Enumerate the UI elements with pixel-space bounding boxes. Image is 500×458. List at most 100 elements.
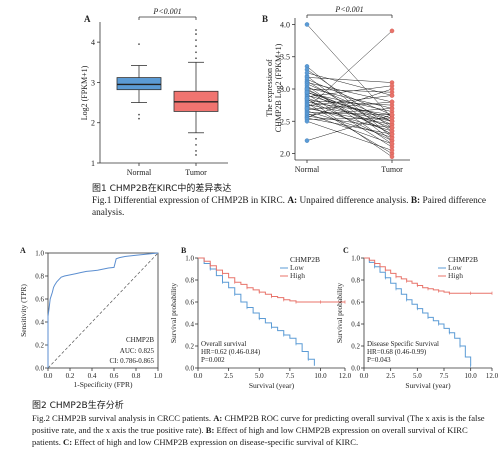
km-y-tick-label: 0.8 bbox=[185, 277, 194, 285]
roc-ci: CI: 0.786-0.865 bbox=[109, 357, 154, 365]
roc-x-tick-label: 0.8 bbox=[132, 372, 141, 380]
fig1-caption-zh: 图1 CHMP2B在KIRC中的差异表达 bbox=[92, 184, 232, 194]
paired-point-tumor bbox=[389, 141, 395, 147]
paired-point-normal bbox=[304, 96, 310, 101]
paired-y-axis-label: CHMP2B Log2 (FPKM+1) bbox=[274, 43, 283, 132]
km-curve-high bbox=[364, 257, 492, 294]
paired-point-tumor bbox=[389, 93, 395, 98]
km-annotation: P=0.002 bbox=[201, 356, 225, 364]
fig1-caption-b-label: B: bbox=[410, 196, 421, 206]
paired-line bbox=[306, 121, 393, 151]
km-x-tick-label: 2.5 bbox=[386, 372, 395, 380]
box-outlier bbox=[195, 137, 197, 140]
km-legend-label: High bbox=[290, 271, 305, 280]
paired-line bbox=[306, 99, 393, 141]
box-outlier bbox=[195, 154, 197, 156]
box-outlier bbox=[195, 29, 197, 31]
roc-y-tick-label: 0.0 bbox=[35, 365, 44, 373]
km-y-tick-label: 0.0 bbox=[351, 365, 360, 373]
km-y-tick-label: 0.0 bbox=[185, 365, 194, 373]
panel-label-1a: A bbox=[84, 14, 91, 24]
paired-line bbox=[306, 82, 393, 103]
box-outlier bbox=[195, 143, 197, 146]
km-x-tick-label: 7.5 bbox=[440, 372, 449, 380]
panel-label-2b: B bbox=[181, 246, 187, 255]
fig2-caption-a-label: A: bbox=[213, 413, 223, 423]
km-y-axis-label: Survival probability bbox=[169, 283, 178, 343]
km-legend-label: High bbox=[448, 271, 463, 280]
km-x-tick-label: 10.0 bbox=[314, 372, 327, 380]
paired-point-normal bbox=[304, 89, 310, 95]
panel-label-2a: A bbox=[20, 246, 26, 255]
km-y-tick-label: 0.4 bbox=[185, 321, 194, 329]
paired-point-tumor bbox=[389, 106, 395, 111]
fig1-caption-prefix: Fig.1 Differential expression of CHMP2B … bbox=[92, 196, 285, 206]
paired-line bbox=[306, 83, 393, 122]
paired-line bbox=[306, 30, 393, 109]
panel-label-1b: B bbox=[262, 14, 268, 24]
roc-y-tick-label: 0.6 bbox=[35, 296, 44, 304]
paired-point-tumor bbox=[389, 112, 395, 118]
box-outlier bbox=[195, 45, 197, 48]
roc-curve bbox=[47, 252, 159, 368]
km-x-axis-label: Survival (year) bbox=[249, 381, 295, 390]
paired-x-tick-label: Normal bbox=[295, 165, 320, 174]
box-y-axis-label: Log2 (FPKM+1) bbox=[80, 65, 89, 120]
fig2-caption-c-label: C: bbox=[63, 437, 73, 447]
box-outlier bbox=[195, 57, 197, 60]
paired-line bbox=[306, 113, 393, 145]
box-outlier bbox=[195, 51, 197, 54]
box-y-tick-label: 1 bbox=[91, 159, 95, 168]
km-y-tick-label: 0.8 bbox=[351, 277, 360, 285]
km-curve-high bbox=[198, 257, 345, 303]
box-y-tick-label: 2 bbox=[91, 119, 95, 128]
paired-line bbox=[306, 115, 393, 128]
km-x-tick-label: 10.0 bbox=[465, 372, 478, 380]
box-outlier bbox=[195, 39, 197, 42]
paired-line bbox=[306, 117, 393, 135]
box-outlier bbox=[195, 150, 197, 152]
fig2-caption-zh: 图2 CHMP2B生存分析 bbox=[32, 401, 124, 411]
km-x-tick-label: 5.0 bbox=[255, 372, 264, 380]
km-legend-title: CHMP2B bbox=[290, 255, 320, 264]
paired-line bbox=[306, 117, 393, 120]
km-annotation: Disease Specific Survival bbox=[367, 340, 439, 348]
km-y-axis-label: Survival probability bbox=[335, 283, 344, 343]
paired-y-axis-label: The expression of bbox=[265, 59, 274, 117]
km-x-tick-label: 0.0 bbox=[360, 372, 369, 380]
paired-point-normal bbox=[304, 119, 310, 124]
km-y-tick-label: 0.2 bbox=[185, 343, 194, 351]
box-outlier bbox=[138, 43, 140, 46]
paired-line bbox=[306, 92, 393, 112]
roc-x-tick-label: 0.2 bbox=[66, 372, 75, 380]
roc-auc: AUC: 0.825 bbox=[120, 347, 155, 355]
fig1-caption-a-label: A: bbox=[287, 196, 298, 206]
paired-point-tumor bbox=[389, 99, 395, 105]
paired-point-tumor bbox=[389, 131, 395, 137]
paired-y-tick-label: 3.5 bbox=[280, 53, 290, 62]
paired-point-tumor bbox=[389, 154, 395, 160]
paired-line bbox=[306, 110, 393, 138]
paired-line bbox=[306, 88, 393, 93]
box-x-tick-label: Normal bbox=[127, 168, 152, 177]
km-x-axis-label: Survival (year) bbox=[405, 381, 451, 390]
roc-y-axis-label: Sensitivity (TPR) bbox=[19, 284, 28, 337]
km-x-tick-label: 12.0 bbox=[339, 372, 352, 380]
roc-x-axis-label: 1-Specificity (FPR) bbox=[74, 380, 133, 389]
km-x-tick-label: 7.5 bbox=[286, 372, 295, 380]
box-pvalue: P<0.001 bbox=[152, 7, 181, 16]
paired-point-tumor bbox=[389, 119, 395, 124]
roc-x-tick-label: 0.0 bbox=[44, 372, 53, 380]
km-annotation: Overall survival bbox=[201, 340, 246, 348]
paired-y-tick-label: 4.0 bbox=[280, 20, 290, 29]
paired-line bbox=[306, 95, 393, 107]
paired-x-tick-label: Tumor bbox=[381, 165, 403, 174]
km-legend-title: CHMP2B bbox=[448, 255, 478, 264]
roc-diagonal bbox=[47, 252, 159, 369]
fig1-caption-a-text: Unpaired difference analysis. bbox=[299, 196, 409, 206]
box-outlier bbox=[138, 113, 140, 116]
km-x-tick-label: 5.0 bbox=[413, 372, 422, 380]
box-normal bbox=[116, 77, 162, 91]
box-outlier bbox=[138, 117, 140, 120]
paired-point-normal bbox=[304, 106, 310, 111]
